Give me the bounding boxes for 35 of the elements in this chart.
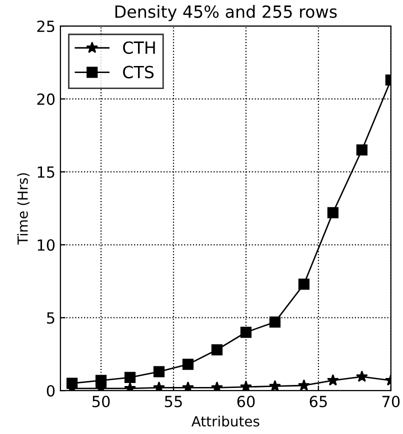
point [182,381,194,391]
point [269,316,281,328]
point [298,278,310,290]
point [211,381,223,391]
point [240,326,252,338]
y-tick-label: 5 [47,312,54,324]
point [124,382,136,391]
y-tick-label: 25 [37,20,54,32]
x-tick-label: 65 [310,396,327,408]
point [298,379,310,391]
x-tick-label: 50 [92,396,110,408]
point [153,366,165,378]
point [268,380,281,391]
point [95,374,107,386]
chart-title: Density 45% and 255 rows [115,5,337,22]
x-axis-title: Attributes [192,416,260,427]
point [326,374,339,386]
y-tick-label: 15 [38,166,54,178]
x-tick-label: 60 [237,396,255,408]
point [182,358,194,370]
x-tick-label: 70 [382,396,400,408]
y-tick-label: 10 [38,239,55,251]
point [153,381,165,391]
point [356,144,368,156]
x-tick-label: 55 [164,396,182,408]
point [356,370,368,382]
point [124,372,136,384]
legend-label: CTS [123,66,154,78]
y-tick-label: 20 [37,93,55,105]
y-tick-label: 0 [46,385,55,397]
point [211,344,223,356]
y-axis-title: Time (Hrs) [17,173,30,245]
point [240,380,252,391]
legend-label: CTH [123,41,155,54]
point [327,207,338,218]
